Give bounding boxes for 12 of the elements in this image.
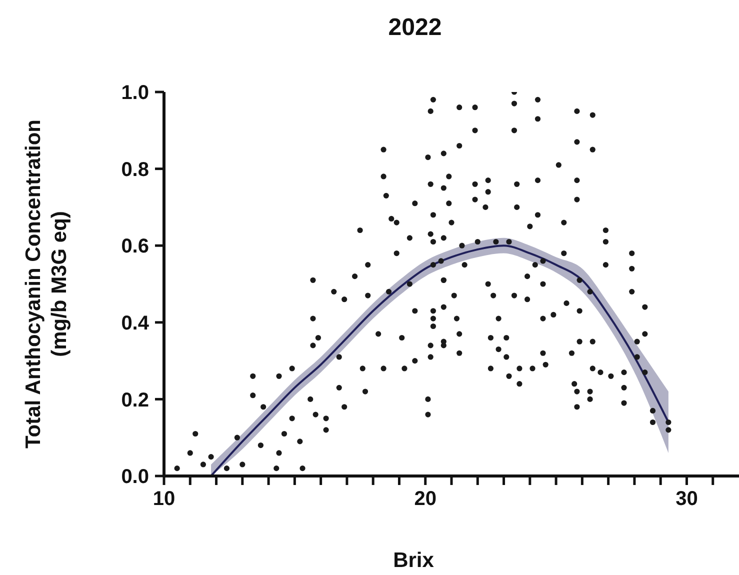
- x-tick-label: 10: [152, 488, 176, 510]
- x-axis-title: Brix: [393, 549, 434, 572]
- y-tick-label: 0.2: [121, 389, 149, 412]
- chart-title: 2022: [387, 14, 443, 42]
- x-tick-label: 30: [676, 488, 698, 510]
- x-tick-label: 20: [414, 488, 436, 510]
- y-tick-label: 1.0: [121, 82, 149, 104]
- y-tick-label: 0.6: [121, 236, 149, 258]
- y-tick-label: 0.4: [121, 312, 150, 334]
- y-tick-label: 0.8: [121, 158, 149, 181]
- y-tick-label: 0.0: [121, 466, 149, 488]
- y-axis-title: Total Anthocyanin Concentration (mg/b M3G eq): [22, 120, 71, 448]
